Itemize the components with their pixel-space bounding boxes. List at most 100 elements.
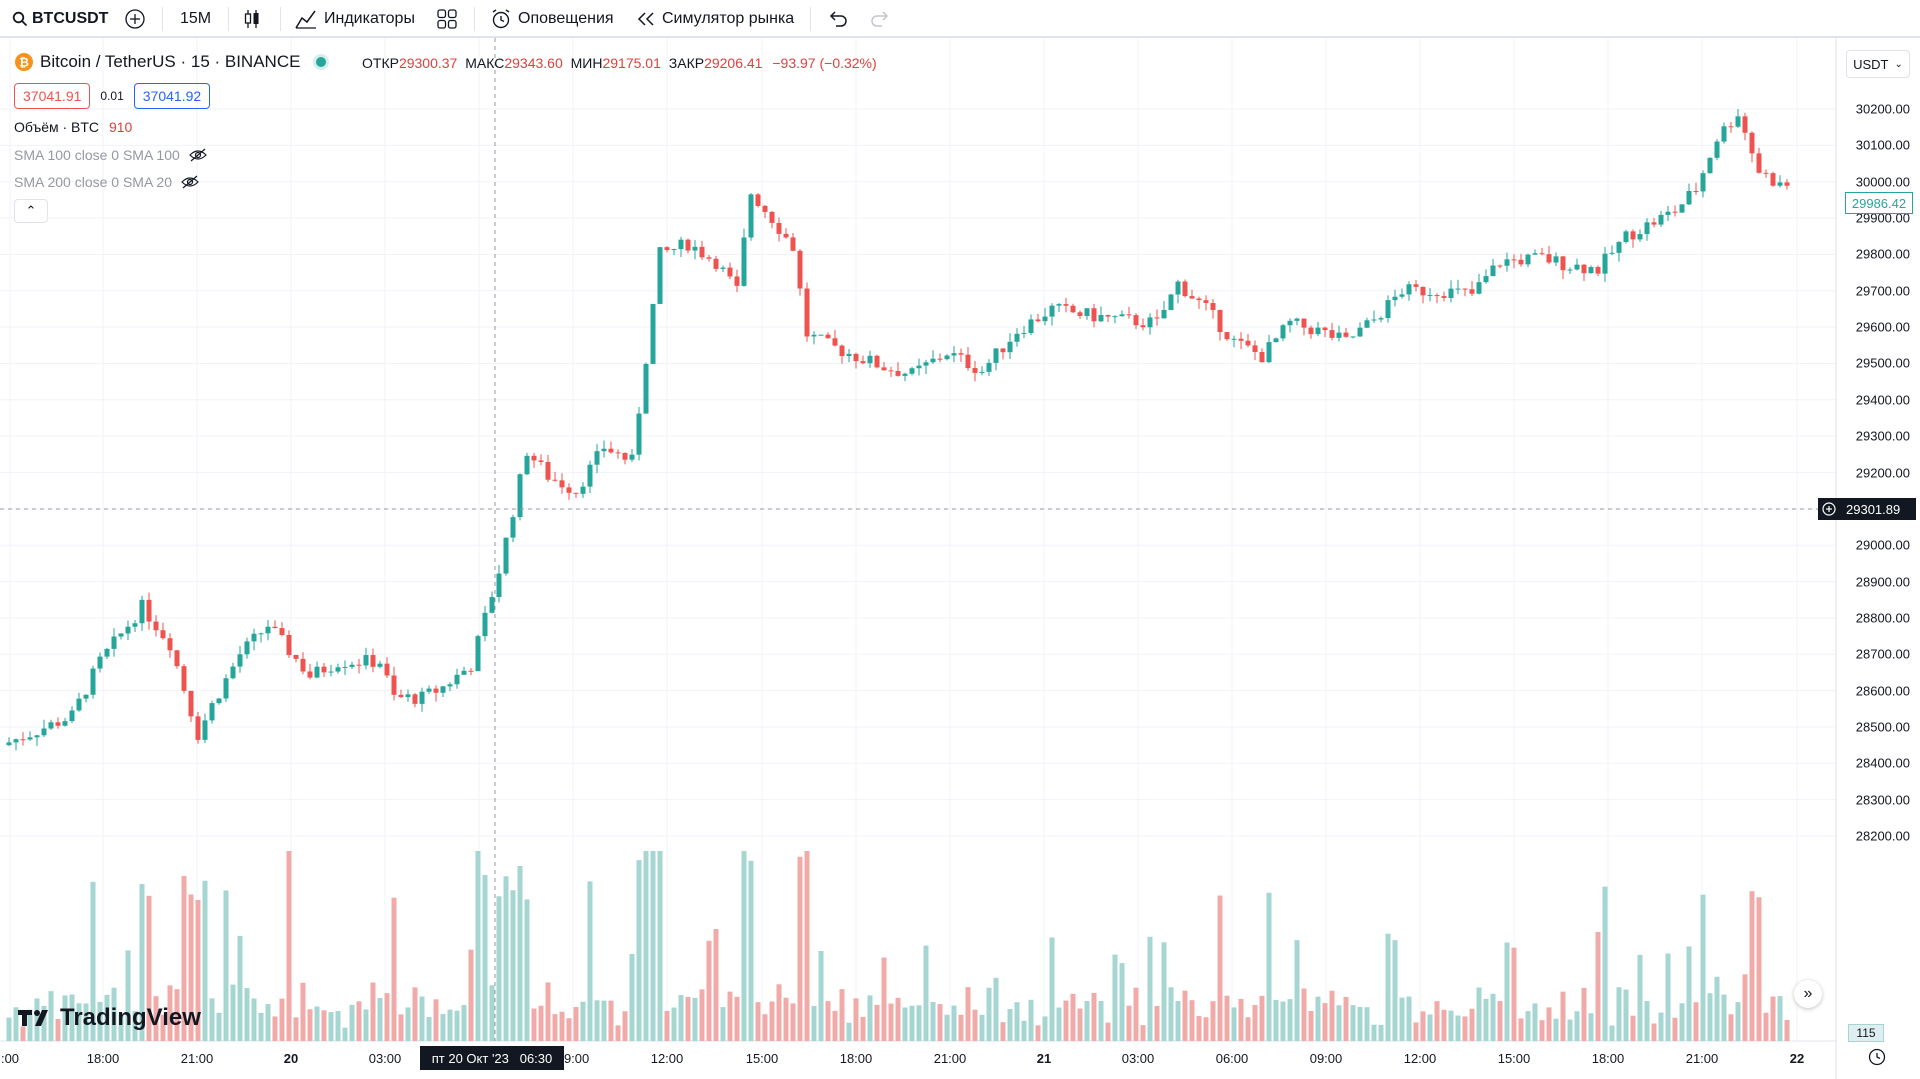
time-axis-label: :00 [0, 1051, 20, 1066]
candle-body [370, 655, 376, 667]
add-alert-icon[interactable] [1818, 502, 1840, 516]
candle-body [587, 464, 593, 487]
volume-bar [1021, 1020, 1027, 1041]
volume-bar [1322, 1003, 1328, 1041]
symbol-label: BTCUSDT [32, 10, 109, 27]
volume-bar [314, 1006, 320, 1041]
candle-body [321, 666, 327, 673]
replay-button[interactable]: Симулятор рынка [636, 0, 794, 38]
candle-body [594, 451, 600, 465]
volume-bar [335, 1011, 341, 1041]
volume-value: 910 [108, 119, 133, 135]
time-axis-label: 12:00 [650, 1051, 684, 1066]
compare-symbol-button[interactable] [124, 0, 146, 38]
indicators-button[interactable]: Индикаторы [294, 0, 415, 38]
volume-bar [1630, 1015, 1636, 1041]
toolbar-divider [162, 7, 163, 31]
eye-hidden-icon[interactable] [180, 175, 200, 189]
candle-body [153, 621, 159, 631]
sma-200-legend[interactable]: SMA 200 close 0 SMA 20 [14, 174, 200, 190]
timezone-settings-button[interactable] [1864, 1046, 1890, 1072]
volume-bar [1623, 989, 1629, 1041]
volume-legend[interactable]: Объём · BTC 910 [14, 119, 132, 135]
candle-body [1133, 315, 1139, 326]
volume-bar [1350, 1005, 1356, 1041]
candle-body [1707, 157, 1713, 174]
volume-bar [1413, 1022, 1419, 1041]
market-status-dot [316, 57, 327, 67]
candle-body [825, 334, 831, 339]
sell-button[interactable]: 37041.91 [14, 83, 91, 109]
price-axis-label: 29200.00 [1855, 465, 1910, 480]
candle-body [622, 453, 628, 460]
candle-body [1189, 296, 1195, 299]
time-axis[interactable]: :00 18:00 21:00 20 03:00 06:00 09:00 12:00 15:00… [0, 1041, 1836, 1079]
volume-bar [83, 1003, 89, 1041]
volume-bar [1714, 976, 1720, 1041]
toolbar-divider [474, 7, 475, 31]
volume-bar [1595, 931, 1601, 1041]
volume-bar [594, 1000, 600, 1041]
volume-bar [1399, 997, 1405, 1041]
volume-bar [405, 1007, 411, 1041]
volume-bar [349, 1004, 355, 1041]
symbol-title[interactable]: Bitcoin / TetherUS · 15 · BINANCE [40, 52, 301, 71]
volume-bar [734, 996, 740, 1041]
candle-body [1448, 288, 1454, 298]
crosshair-time-value: пт 20 Окт '23 06:30 [431, 1050, 553, 1066]
volume-bar [1371, 1024, 1377, 1041]
volume-bar [265, 1004, 271, 1041]
volume-bar [1490, 993, 1496, 1041]
volume-bar [181, 876, 187, 1041]
candle-body [1371, 319, 1377, 321]
collapse-legend-button[interactable]: ⌃ [14, 199, 48, 223]
scroll-to-realtime-button[interactable]: » [1794, 980, 1822, 1008]
candle-body [692, 246, 698, 251]
candle-body [1112, 316, 1118, 318]
high-label: МАКС [465, 55, 505, 71]
alerts-button[interactable]: Оповещения [490, 0, 614, 38]
volume-bar [1784, 1019, 1790, 1041]
volume-bar [909, 1005, 915, 1041]
interval-button[interactable]: 15М [180, 0, 211, 38]
chart-type-button[interactable] [242, 0, 262, 38]
candle-body [440, 686, 446, 693]
candle-body [209, 703, 215, 721]
sma-100-legend[interactable]: SMA 100 close 0 SMA 100 [14, 147, 208, 163]
candle-body [1350, 336, 1356, 338]
volume-bar [321, 1010, 327, 1041]
time-axis-label: 20 [283, 1051, 299, 1066]
chevron-up-icon: ⌃ [25, 203, 37, 218]
clock-icon [1868, 1048, 1886, 1071]
volume-bar [951, 1005, 957, 1041]
volume-bar [706, 940, 712, 1041]
price-axis-label: 28200.00 [1855, 828, 1910, 844]
price-chart[interactable] [0, 38, 1920, 1079]
volume-bar [804, 851, 810, 1041]
candle-body [1581, 264, 1587, 274]
candle-body [1644, 222, 1650, 235]
volume-bar [1637, 954, 1643, 1041]
symbol-search-button[interactable]: BTCUSDT [12, 0, 108, 38]
buy-button[interactable]: 37041.92 [133, 83, 211, 109]
volume-bar [258, 1012, 264, 1041]
eye-hidden-icon[interactable] [188, 148, 208, 162]
price-axis-label: 29900.00 [1855, 210, 1910, 226]
currency-selector[interactable]: USDT ⌄ [1846, 50, 1910, 78]
time-axis-label: 21:00 [1685, 1051, 1719, 1066]
redo-button[interactable] [870, 0, 892, 38]
candle-body [342, 666, 348, 668]
volume-bar [629, 953, 635, 1041]
candle-body [1231, 338, 1237, 340]
volume-bar [111, 987, 117, 1041]
volume-bar [685, 996, 691, 1041]
candle-body [1770, 173, 1776, 186]
candle-body [1070, 305, 1076, 313]
time-axis-label: 21 [1036, 1051, 1052, 1066]
volume-bar [419, 996, 425, 1041]
undo-button[interactable] [826, 0, 848, 38]
sma-100-label: SMA 100 close 0 SMA 100 [14, 147, 180, 163]
templates-button[interactable] [436, 0, 458, 38]
candle-body [1238, 338, 1244, 341]
candle-body [671, 249, 677, 251]
